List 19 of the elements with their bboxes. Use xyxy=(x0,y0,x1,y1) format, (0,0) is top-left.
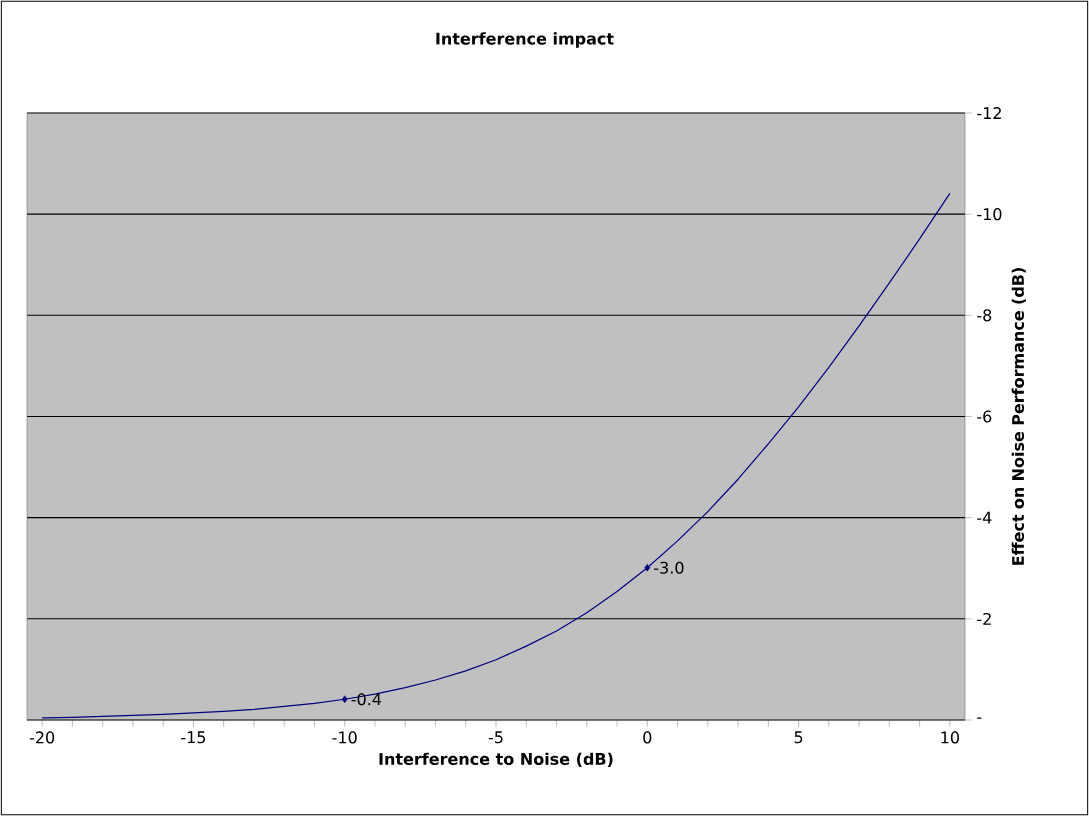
x-tick-label: -5 xyxy=(488,731,503,744)
x-tick-label: 10 xyxy=(941,731,959,744)
y-tick-label: -10 xyxy=(977,208,1002,221)
data-label: -3.0 xyxy=(654,561,684,574)
y-tick-label: -4 xyxy=(977,511,992,524)
chart-title: Interference impact xyxy=(436,32,614,48)
y-tick-label: -6 xyxy=(977,410,992,423)
y-tick-label: -2 xyxy=(977,612,991,625)
y-tick-label: -12 xyxy=(977,107,1001,119)
y-axis-title: Effect on Noise Performance (dB) xyxy=(1011,268,1026,565)
x-axis-title: Interference to Noise (dB) xyxy=(379,752,613,767)
x-tick-label: 0 xyxy=(643,731,652,744)
y-tick-label: - xyxy=(977,717,982,719)
x-tick-label: -20 xyxy=(29,731,55,744)
x-tick-label: 5 xyxy=(794,731,803,744)
x-tick-label: -10 xyxy=(332,731,357,744)
x-tick-label: -15 xyxy=(181,731,206,744)
data-label: -0.4 xyxy=(351,693,382,706)
y-tick-label: -8 xyxy=(977,309,992,322)
